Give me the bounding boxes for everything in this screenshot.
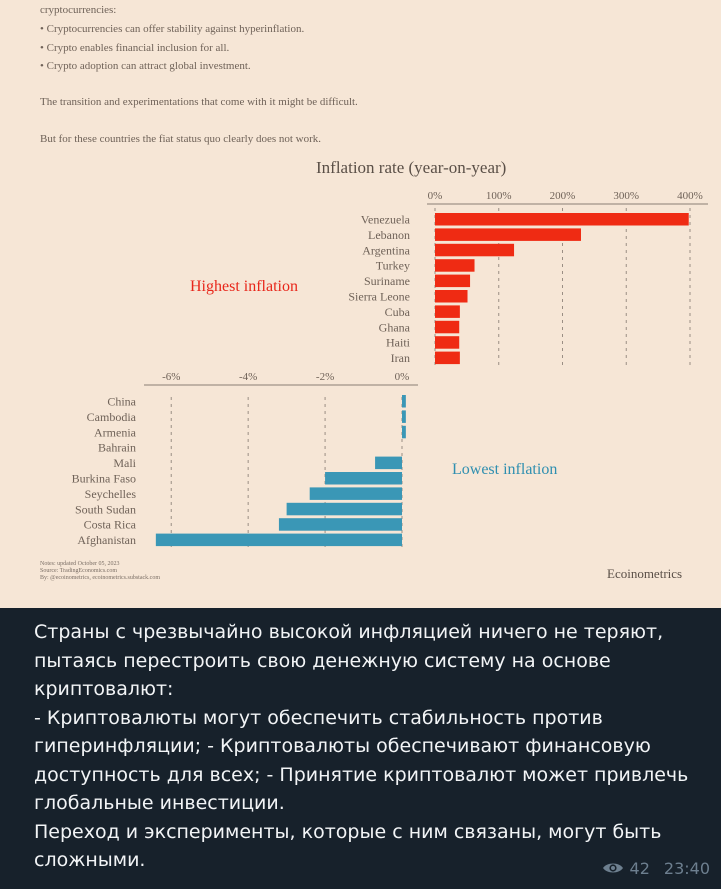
bar (402, 425, 406, 439)
chart-title: Inflation rate (year-on-year) (316, 158, 507, 177)
bar (435, 259, 475, 272)
notes-line: Notes: updated October 05, 2023 (40, 561, 120, 567)
x-tick-label: -2% (316, 371, 334, 383)
x-tick-label: 300% (613, 190, 639, 202)
intro-line: But for these countries the fiat status … (40, 133, 322, 145)
category-label: Mali (113, 456, 136, 470)
x-tick-label: 0% (395, 371, 410, 383)
chart-notes: Notes: updated October 05, 2023 Source: … (40, 561, 160, 582)
intro-line: • Crypto adoption can attract global inv… (40, 60, 251, 72)
notes-line: Source: TradingEconomics.com (40, 568, 117, 574)
intro-line: • Crypto enables financial inclusion for… (40, 42, 230, 54)
bar (435, 351, 460, 365)
bar (278, 518, 402, 531)
bar (402, 395, 406, 408)
bar (286, 502, 402, 516)
category-label: Costa Rica (84, 518, 137, 532)
category-label: Cuba (385, 305, 411, 319)
category-label: Suriname (364, 274, 410, 288)
inflation-chart: 0% 100% 200% 300% 400% VenezuelaLebanonArgent… (72, 190, 708, 549)
bar (325, 472, 402, 485)
category-label: Bahrain (98, 441, 136, 455)
lowest-inflation-label: Lowest inflation (452, 461, 558, 478)
bar (435, 320, 460, 334)
category-label: Iran (391, 351, 410, 365)
x-tick-label: 200% (550, 190, 576, 202)
caption-paragraph: - Криптовалюты могут обеспечить стабильн… (34, 706, 689, 815)
caption-paragraph: Страны с чрезвычайно высокой инфляцией н… (34, 621, 664, 700)
x-tick-label: 400% (677, 190, 703, 202)
bar (435, 274, 471, 288)
category-label: Burkina Faso (72, 472, 136, 486)
category-label: Armenia (94, 425, 137, 439)
brand-label: Ecoinometrics (607, 566, 683, 581)
bar (155, 533, 402, 547)
category-label: China (107, 395, 136, 409)
category-label: Lebanon (368, 228, 410, 242)
category-label: Turkey (376, 259, 410, 273)
category-label: Seychelles (85, 487, 137, 501)
bar (435, 336, 460, 349)
bar (435, 228, 581, 241)
category-label: Haiti (386, 336, 411, 350)
category-label: Argentina (362, 243, 410, 257)
category-label: South Sudan (75, 502, 136, 516)
bar (375, 456, 402, 470)
x-tick-label: -6% (162, 371, 180, 383)
intro-line: The transition and experimentations that… (40, 96, 358, 108)
eye-icon (602, 863, 623, 873)
intro-line: • Cryptocurrencies can offer stability a… (40, 23, 305, 35)
x-tick-label: 100% (486, 190, 512, 202)
intro-line: cryptocurrencies: (40, 4, 117, 16)
message-caption: Страны с чрезвычайно высокой инфляцией н… (34, 618, 714, 875)
category-label: Sierra Leone (348, 290, 410, 304)
caption-paragraph: Переход и эксперименты, которые с ним св… (34, 820, 662, 872)
view-count: 42 (629, 858, 650, 878)
category-label: Afghanistan (77, 533, 136, 547)
message-time: 23:40 (663, 858, 710, 878)
x-tick-label: -4% (239, 371, 257, 383)
category-label: Venezuela (361, 213, 411, 227)
category-label: Cambodia (87, 410, 137, 424)
bar (309, 487, 402, 500)
bar (435, 305, 460, 318)
notes-line: By: @ecoinometrics, ecoinometrics.substa… (40, 575, 160, 581)
post-image[interactable]: cryptocurrencies: • Cryptocurrencies can… (0, 0, 721, 608)
category-label: Ghana (379, 320, 411, 334)
bar (435, 243, 515, 257)
x-tick-label: 0% (428, 190, 443, 202)
message-meta: 42 23:40 (602, 857, 710, 879)
bar (435, 213, 689, 226)
highest-inflation-label: Highest inflation (190, 278, 298, 295)
bar (435, 290, 468, 303)
bar (402, 410, 406, 423)
